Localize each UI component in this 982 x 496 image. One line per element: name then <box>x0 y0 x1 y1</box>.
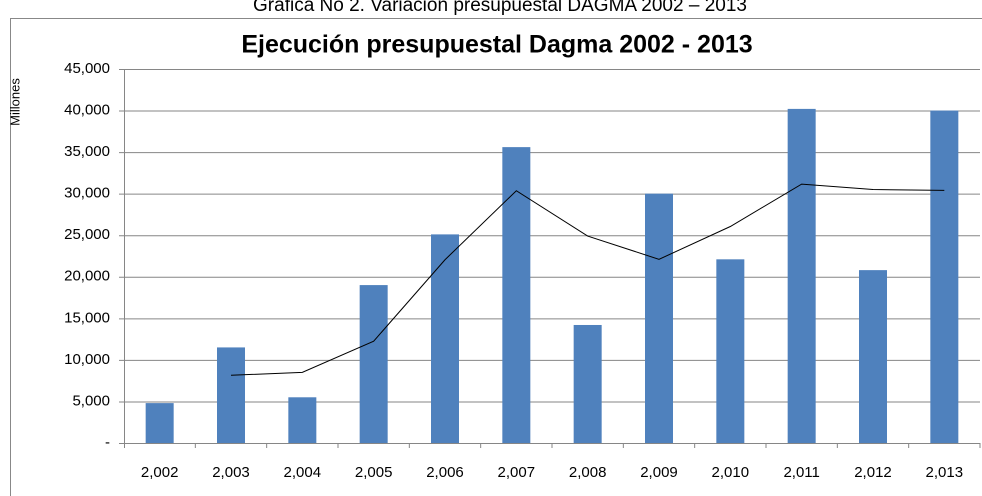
bar <box>787 108 816 443</box>
x-tick-label: 2,002 <box>141 464 179 481</box>
bar <box>431 234 459 443</box>
bar <box>145 403 174 443</box>
y-tick-label: - <box>105 434 110 451</box>
chart-title: Ejecución presupuestal Dagma 2002 - 2013 <box>241 31 752 59</box>
x-tick-label: 2,012 <box>854 464 892 481</box>
y-tick-label: 10,000 <box>64 351 110 368</box>
x-tick-label: 2,011 <box>783 464 819 481</box>
y-axis-label: Millones <box>7 78 22 126</box>
y-tick-label: 15,000 <box>64 309 110 326</box>
x-tick-label: 2,004 <box>284 464 322 481</box>
x-tick-label: 2,005 <box>355 464 393 481</box>
x-tick-label: 2,010 <box>712 464 750 481</box>
x-tick-label: 2,006 <box>426 464 464 481</box>
bar <box>288 397 317 443</box>
y-tick-label: 45,000 <box>64 60 110 77</box>
bar <box>359 285 388 443</box>
bar <box>217 347 245 443</box>
bar <box>716 259 745 443</box>
y-tick-label: 40,000 <box>64 102 110 119</box>
y-tick-label: 30,000 <box>64 185 110 202</box>
x-tick-label: 2,007 <box>498 464 536 481</box>
bar <box>502 147 531 443</box>
line <box>230 183 945 376</box>
x-tick-label: 2,009 <box>640 464 678 481</box>
chart-subtitle: Gráfica No 2. Variación presupuestal DAG… <box>253 0 747 16</box>
x-tick-label: 2,003 <box>212 464 250 481</box>
bar <box>859 270 887 443</box>
bar <box>573 324 602 443</box>
bar <box>930 110 959 444</box>
x-tick-label: 2,008 <box>569 464 607 481</box>
bar <box>645 193 673 443</box>
y-tick-label: 5,000 <box>72 392 110 409</box>
y-tick-label: 25,000 <box>64 226 110 243</box>
y-tick-label: 35,000 <box>64 143 110 160</box>
y-tick-label: 20,000 <box>64 268 110 285</box>
x-tick-label: 2,013 <box>926 464 964 481</box>
